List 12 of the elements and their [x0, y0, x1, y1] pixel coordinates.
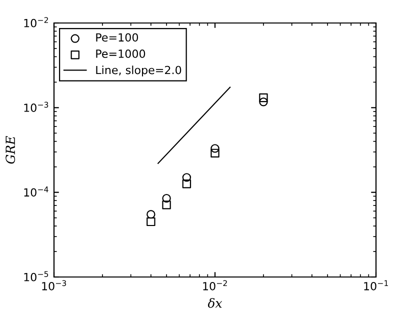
y-tick-label: 10$^{−5}$ — [24, 271, 48, 282]
x-tick-label: 10$^{−2}$ — [203, 280, 227, 290]
legend-label: Pe=1000 — [96, 50, 146, 58]
legend-label: Line, slope=2.0 — [96, 66, 182, 76]
y-tick-label: 10$^{−4}$ — [24, 186, 48, 197]
y-tick-label: 10$^{−3}$ — [24, 102, 48, 112]
x-tick-label: 10$^{−1}$ — [364, 280, 388, 290]
x-axis-title: δx — [208, 298, 222, 308]
y-axis-title: GRE — [6, 136, 16, 164]
y-tick-label: 10$^{−2}$ — [24, 17, 48, 28]
legend-label: Pe=100 — [96, 33, 138, 42]
x-tick-label: 10$^{−3}$ — [42, 280, 66, 290]
